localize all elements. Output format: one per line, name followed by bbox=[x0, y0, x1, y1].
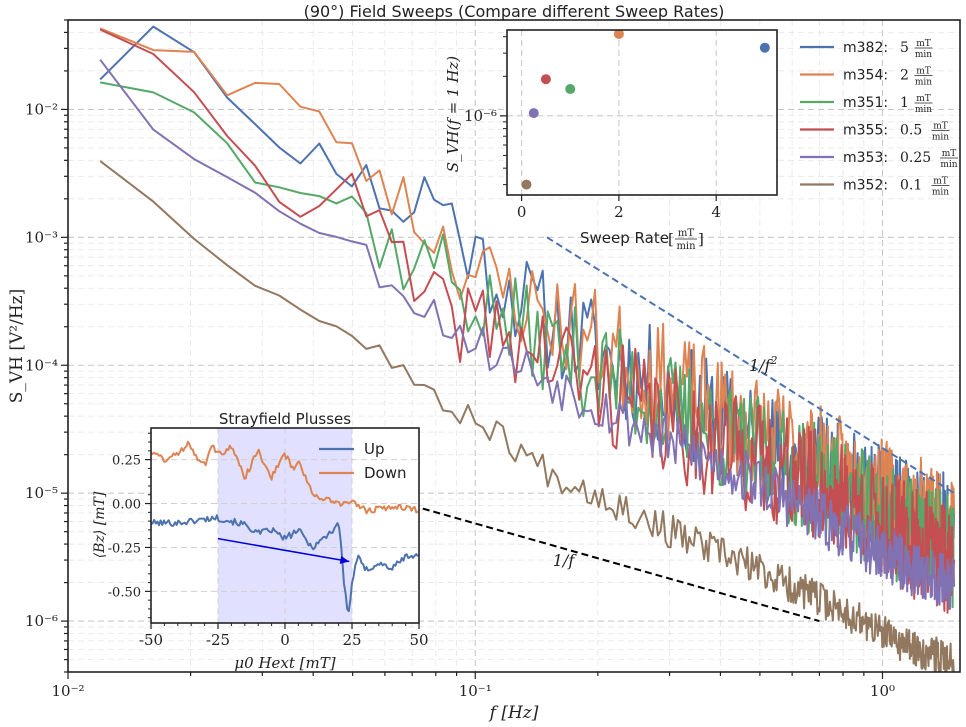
legend-label-5: m353: bbox=[843, 150, 888, 166]
x-tick-label: 10⁰ bbox=[870, 682, 895, 700]
reference-line-1 bbox=[546, 236, 955, 495]
x-tick-label: 10⁻² bbox=[51, 682, 84, 700]
reference-line-2 bbox=[411, 504, 820, 623]
inset-rate-y-tick-label: 10⁻⁶ bbox=[464, 107, 497, 125]
inset-strayfield-legend-label-1: Up bbox=[364, 440, 385, 458]
inset-strayfield-x-tick-label: 25 bbox=[342, 631, 361, 649]
inset-rate-grid bbox=[507, 30, 777, 195]
series-line-5 bbox=[99, 59, 956, 610]
legend-label-4: m355: bbox=[843, 123, 888, 139]
y-tick-label: 10⁻⁶ bbox=[25, 612, 58, 630]
main-axes-frame bbox=[67, 19, 961, 673]
inset-strayfield-title: Strayfield Plusses bbox=[219, 410, 351, 428]
y-tick-label: 10⁻² bbox=[25, 100, 58, 118]
y-tick-label: 10⁻⁴ bbox=[25, 356, 58, 374]
inset-strayfield-xlabel: μ0 Hext [mT] bbox=[234, 654, 335, 672]
legend-rate-2: 2 bbox=[900, 68, 909, 84]
inset-strayfield-y-tick-label: 0.00 bbox=[112, 498, 141, 513]
inset-rate-point-5 bbox=[528, 108, 539, 119]
svg-text:[: [ bbox=[668, 230, 674, 248]
inset-strayfield-x-tick-label: -50 bbox=[139, 631, 163, 649]
inset-rate-points bbox=[521, 30, 770, 190]
inset-rate-x-tick-label: 2 bbox=[614, 203, 624, 221]
series-line-4 bbox=[99, 28, 956, 614]
legend-unit-den-1: min bbox=[915, 50, 932, 60]
inset-rate-point-2 bbox=[613, 30, 624, 39]
legend-unit-num-3: mT bbox=[916, 94, 931, 104]
reference-line-label-1: 1/f2 bbox=[749, 354, 778, 375]
legend-unit-num-2: mT bbox=[916, 67, 931, 77]
legend-unit-den-5: min bbox=[940, 160, 957, 170]
legend-unit-num-6: mT bbox=[933, 177, 948, 187]
legend-label-1: m382: bbox=[843, 40, 888, 56]
inset-strayfield-grid bbox=[150, 428, 420, 623]
inset-strayfield-y-tick-label: -0.50 bbox=[108, 585, 141, 600]
legend-rate-3: 1 bbox=[900, 95, 909, 111]
inset-strayfield-line-1 bbox=[151, 514, 419, 613]
legend-label-2: m354: bbox=[843, 68, 888, 84]
inset-rate-ticks: 0 2 4 10⁻⁶ bbox=[464, 36, 721, 221]
legend-unit-den-6: min bbox=[932, 188, 949, 198]
inset-strayfield-x-tick-label: -25 bbox=[206, 631, 230, 649]
legend-unit-num-1: mT bbox=[916, 39, 931, 49]
legend-unit-den-3: min bbox=[915, 105, 932, 115]
inset-strayfield-x-tick-label: 0 bbox=[280, 631, 290, 649]
inset-rate-x-tick-label: 4 bbox=[711, 203, 721, 221]
inset-rate-point-4 bbox=[540, 74, 551, 85]
legend-label-3: m351: bbox=[843, 95, 888, 111]
inset-rate-background bbox=[507, 30, 777, 195]
inset-strayfield-line-2 bbox=[151, 440, 419, 515]
inset-strayfield-legend-label-2: Down bbox=[364, 464, 407, 482]
inset-rate-x-tick-label: 0 bbox=[517, 203, 527, 221]
main-ticks: 10⁻² 10⁻¹ 10⁰ 10⁻⁶ 10⁻⁵ 10⁻⁴ 10⁻³ 10⁻² bbox=[25, 19, 895, 700]
main-series-group bbox=[99, 25, 956, 672]
inset-rate-xlabel-prefix: Sweep Rate bbox=[580, 229, 669, 247]
svg-text:]: ] bbox=[698, 230, 704, 248]
inset-strayfield-ylabel: ⟨Bz⟩ [mT] bbox=[92, 491, 108, 558]
inset-strayfield-legend: Up Down bbox=[319, 440, 407, 482]
legend-rate-4: 0.5 bbox=[900, 123, 922, 139]
y-tick-label: 10⁻⁵ bbox=[25, 484, 58, 502]
inset-rate-point-6 bbox=[521, 179, 532, 190]
inset-rate-point-1 bbox=[759, 42, 770, 53]
x-axis-label: f [Hz] bbox=[488, 703, 539, 723]
inset-strayfield-series bbox=[151, 440, 419, 613]
legend-rate-6: 0.1 bbox=[900, 178, 922, 194]
legend-unit-den-4: min bbox=[932, 133, 949, 143]
inset-rate-ylabel: S_VH(f = 1 Hz) bbox=[444, 56, 462, 172]
inset-rate-xlabel-den: min bbox=[676, 241, 696, 252]
inset-strayfield-arrow bbox=[217, 537, 350, 564]
reference-line-labels: 1/f2 1/f bbox=[553, 354, 778, 570]
y-axis-label: S_VH [V²/Hz] bbox=[7, 289, 27, 404]
reference-lines bbox=[411, 236, 955, 623]
x-tick-label: 10⁻¹ bbox=[459, 682, 492, 700]
inset-strayfield-ticks: -50 -25 0 25 50 0.25 0.00 -0.25 -0.50 bbox=[108, 432, 429, 649]
legend-unit-num-5: mT bbox=[942, 149, 957, 159]
series-line-6 bbox=[99, 160, 955, 672]
legend-unit-den-2: min bbox=[915, 78, 932, 88]
legend-unit-num-4: mT bbox=[933, 122, 948, 132]
inset-strayfield-y-tick-label: 0.25 bbox=[112, 454, 141, 469]
inset-rate-point-3 bbox=[565, 84, 576, 95]
chart-title: (90°) Field Sweeps (Compare different Sw… bbox=[304, 2, 725, 21]
legend-label-6: m352: bbox=[843, 178, 888, 194]
inset-strayfield-x-tick-label: 50 bbox=[409, 631, 428, 649]
inset-strayfield-arrow-head bbox=[339, 556, 350, 564]
inset-rate-xlabel: Sweep Rate bbox=[580, 229, 669, 247]
reference-line-label-2: 1/f bbox=[553, 551, 578, 570]
inset-rate-xlabel-fraction: [ mT min ] bbox=[668, 228, 704, 252]
inset-strayfield-arrow-shaft bbox=[217, 537, 350, 563]
inset-strayfield-y-tick-label: -0.25 bbox=[108, 541, 141, 556]
inset-rate-xlabel-num: mT bbox=[678, 228, 694, 239]
inset-rate-frame bbox=[506, 29, 778, 196]
inset-strayfield-chart: -50 -25 0 25 50 0.25 0.00 -0.25 -0.50 Strayfield… bbox=[92, 410, 429, 672]
inset-rate-chart: 0 2 4 10⁻⁶ Sweep Rate [ mT min ] S_VH(f = 1… bbox=[444, 29, 778, 252]
y-tick-label: 10⁻³ bbox=[25, 228, 58, 246]
legend-rate-1: 5 bbox=[900, 40, 909, 56]
legend-rate-5: 0.25 bbox=[900, 150, 931, 166]
